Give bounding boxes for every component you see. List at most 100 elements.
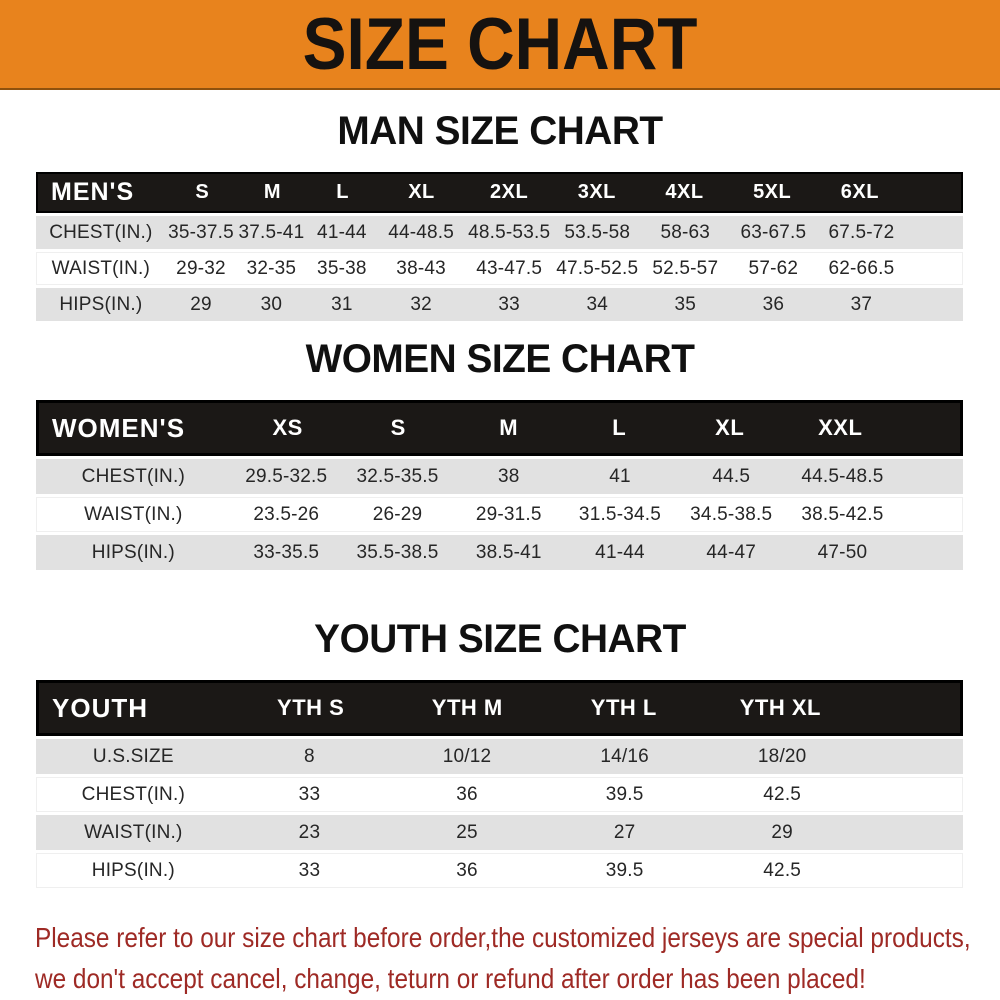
row-label: CHEST(IN.) <box>81 465 185 487</box>
banner-title: SIZE CHART <box>302 3 698 85</box>
size-value-cell: 35-38 <box>317 257 367 279</box>
row-label: WAIST(IN.) <box>84 503 183 525</box>
women-table-header-row: WOMEN'S XS S M L XL XXL <box>36 400 963 456</box>
size-value-cell: 42.5 <box>763 859 802 881</box>
size-value-cell: 18/20 <box>757 745 807 767</box>
men-header-cell: 5XL <box>753 181 792 203</box>
size-value-cell: 44-47 <box>706 541 757 563</box>
youth-section-title: YOUTH SIZE CHART <box>314 617 686 661</box>
youth-hips-row: HIPS(IN.) 33 36 39.5 42.5 <box>36 853 963 888</box>
men-header-cell: M <box>263 181 282 203</box>
size-value-cell: 44-48.5 <box>388 221 455 243</box>
women-chest-row: CHEST(IN.) 29.5-32.5 32.5-35.5 38 41 44.… <box>36 459 963 494</box>
size-value-cell: 29 <box>771 821 793 843</box>
size-value-cell: 33 <box>298 859 321 881</box>
men-header-cell: XL <box>408 181 435 203</box>
women-section-title: WOMEN SIZE CHART <box>305 337 695 381</box>
women-header-cell: L <box>612 415 627 440</box>
men-size-table: MEN'S S M L XL 2XL 3XL 4XL 5XL 6XL CHEST… <box>36 172 963 321</box>
women-waist-row: WAIST(IN.) 23.5-26 26-29 29-31.5 31.5-34… <box>36 497 963 532</box>
women-header-cell: XS <box>272 415 303 440</box>
size-value-cell: 32-35 <box>246 257 297 279</box>
size-value-cell: 37.5-41 <box>238 221 305 243</box>
youth-chest-row: CHEST(IN.) 33 36 39.5 42.5 <box>36 777 963 812</box>
spacer-cell <box>905 252 963 285</box>
size-value-cell: 8 <box>304 745 315 767</box>
size-value-cell: 43-47.5 <box>476 257 543 279</box>
spacer-cell <box>898 497 963 532</box>
size-value-cell: 57-62 <box>748 257 799 279</box>
row-label: CHEST(IN.) <box>81 783 185 805</box>
size-value-cell: 30 <box>260 293 283 315</box>
youth-header-cell: YTH L <box>590 695 657 720</box>
size-value-cell: 67.5-72 <box>828 221 895 243</box>
women-header-cell: M <box>499 415 519 440</box>
size-value-cell: 39.5 <box>605 859 644 881</box>
size-value-cell: 52.5-57 <box>652 257 719 279</box>
women-header-label: WOMEN'S <box>52 412 186 443</box>
size-value-cell: 29-32 <box>176 257 226 279</box>
size-value-cell: 36 <box>762 293 785 315</box>
disclaimer-note: Please refer to our size chart before or… <box>35 917 971 999</box>
size-value-cell: 44.5 <box>712 465 751 487</box>
women-header-cell: XL <box>715 415 745 440</box>
size-value-cell: 53.5-58 <box>564 221 631 243</box>
youth-header-cell: YTH XL <box>739 695 821 720</box>
size-value-cell: 35 <box>674 293 697 315</box>
spacer-cell <box>861 815 963 850</box>
size-value-cell: 41-44 <box>595 541 645 563</box>
size-value-cell: 31 <box>331 293 353 315</box>
size-value-cell: 63-67.5 <box>740 221 807 243</box>
size-value-cell: 38.5-42.5 <box>801 503 884 525</box>
men-header-cell: L <box>336 181 349 203</box>
row-label: WAIST(IN.) <box>84 821 183 843</box>
youth-header-cell: YTH M <box>431 695 503 720</box>
size-value-cell: 41 <box>609 465 631 487</box>
size-value-cell: 37 <box>850 293 873 315</box>
youth-waist-row: WAIST(IN.) 23 25 27 29 <box>36 815 963 850</box>
size-value-cell: 27 <box>613 821 636 843</box>
size-value-cell: 62-66.5 <box>828 257 895 279</box>
size-value-cell: 31.5-34.5 <box>578 503 662 525</box>
spacer-cell <box>898 535 963 570</box>
size-value-cell: 33-35.5 <box>253 541 320 563</box>
size-value-cell: 44.5-48.5 <box>801 465 884 487</box>
size-value-cell: 33 <box>298 783 321 805</box>
size-value-cell: 35-37.5 <box>168 221 234 243</box>
size-value-cell: 38 <box>497 465 520 487</box>
size-value-cell: 32.5-35.5 <box>356 465 439 487</box>
size-value-cell: 41-44 <box>317 221 367 243</box>
size-value-cell: 47.5-52.5 <box>556 257 639 279</box>
size-value-cell: 14/16 <box>600 745 649 767</box>
size-value-cell: 29.5-32.5 <box>245 465 328 487</box>
size-chart-banner: SIZE CHART <box>0 0 1000 90</box>
size-value-cell: 39.5 <box>605 783 644 805</box>
women-header-cell: XXL <box>818 415 863 440</box>
size-value-cell: 58-63 <box>660 221 711 243</box>
spacer-cell <box>861 777 963 812</box>
women-hips-row: HIPS(IN.) 33-35.5 35.5-38.5 38.5-41 41-4… <box>36 535 963 570</box>
row-label: HIPS(IN.) <box>59 293 143 315</box>
row-label: HIPS(IN.) <box>91 541 175 563</box>
size-value-cell: 48.5-53.5 <box>468 221 551 243</box>
men-chest-row: CHEST(IN.) 35-37.5 37.5-41 41-44 44-48.5… <box>36 216 963 249</box>
size-value-cell: 47-50 <box>817 541 868 563</box>
men-header-cell: 2XL <box>490 181 529 203</box>
size-value-cell: 34 <box>586 293 608 315</box>
spacer-cell <box>861 739 963 774</box>
size-value-cell: 23 <box>298 821 321 843</box>
row-label: WAIST(IN.) <box>51 257 151 279</box>
spacer-cell <box>861 853 963 888</box>
row-label: CHEST(IN.) <box>49 221 153 243</box>
size-value-cell: 38-43 <box>396 257 446 279</box>
women-size-table: WOMEN'S XS S M L XL XXL CHEST(IN.) 29.5-… <box>36 400 963 570</box>
youth-ussize-row: U.S.SIZE 8 10/12 14/16 18/20 <box>36 739 963 774</box>
size-value-cell: 10/12 <box>442 745 492 767</box>
size-value-cell: 29-31.5 <box>475 503 542 525</box>
size-value-cell: 35.5-38.5 <box>356 541 439 563</box>
youth-header-cell: YTH S <box>277 695 345 720</box>
youth-table-header-row: YOUTH YTH S YTH M YTH L YTH XL <box>36 680 963 736</box>
youth-size-table: YOUTH YTH S YTH M YTH L YTH XL U.S.SIZE … <box>36 680 963 888</box>
men-section-title: MAN SIZE CHART <box>337 109 663 153</box>
size-value-cell: 34.5-38.5 <box>690 503 773 525</box>
